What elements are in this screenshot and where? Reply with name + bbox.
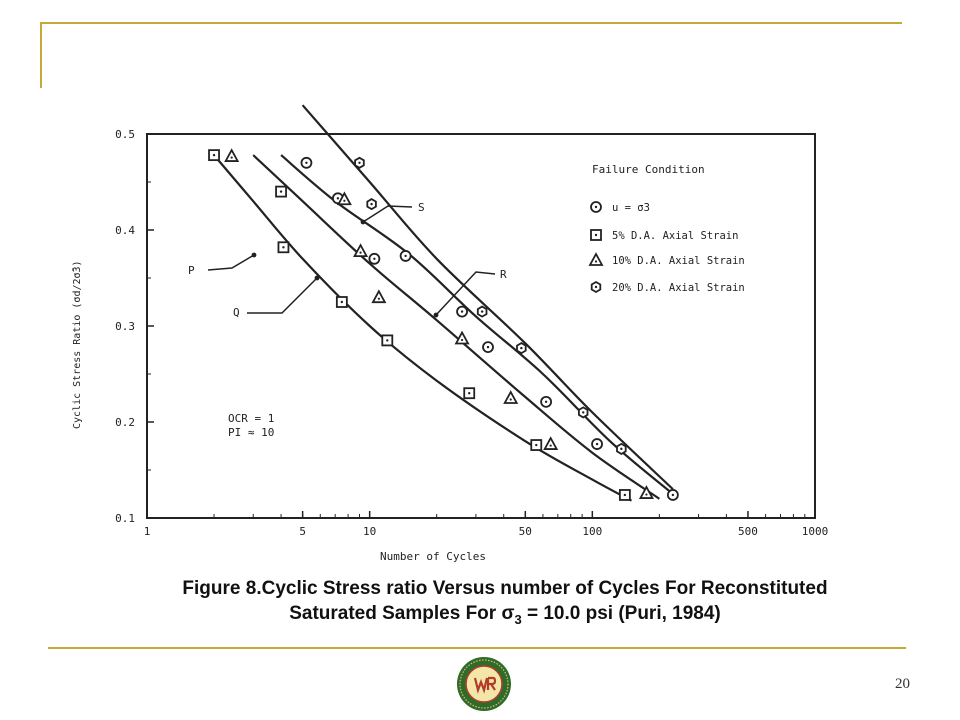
data-point-hexagon-dot [582,411,585,414]
data-point-circle-dot [305,161,308,164]
x-tick-label: 10 [363,525,376,538]
y-tick-label: 0.1 [115,512,135,525]
data-point-circle-dot [486,345,490,349]
markers [208,148,679,501]
data-point-square-dot [535,443,538,447]
legend-label-circle: u = σ̄3 [612,202,650,214]
annotation-ocr: OCR = 1 [228,412,274,425]
data-point-triangle [543,436,559,450]
caption-line-2-rest: = 10.0 psi (Puri, 1984) [521,603,721,624]
data-point-circle-dot [373,257,376,260]
x-tick-label: 1 [144,525,151,538]
y-tick-label: 0.2 [115,416,135,429]
data-point-triangle-dot [645,493,648,496]
data-point-triangle-dot [549,444,552,447]
curve-q [252,154,661,500]
legend-marker-hexagon-dot [594,285,598,289]
data-point-circle-dot [544,400,548,404]
data-point-triangle [454,330,470,345]
data-point-triangle-dot [359,251,362,254]
legend-marker-square-dot [594,233,598,237]
x-tick-label: 500 [738,525,758,538]
x-tick-label: 50 [519,525,532,538]
data-point-triangle-dot [460,338,464,342]
data-point-square-dot [468,392,471,395]
legend-label-square: 5% D.A. Axial Strain [612,230,738,242]
data-point-hexagon-dot [480,310,484,313]
page-number: 20 [895,676,910,692]
figure-caption: Figure 8.Cyclic Stress ratio Versus numb… [60,576,950,632]
curve-label-s: S [418,201,425,214]
x-tick-label: 1000 [802,525,829,538]
curve-label-p: P [188,264,195,277]
caption-sigma-subscript: 3 [514,611,522,627]
caption-line-1: Figure 8.Cyclic Stress ratio Versus numb… [182,578,828,599]
data-point-circle-dot [671,493,675,497]
data-point-circle-dot [336,197,340,200]
y-tick-label: 0.3 [115,320,135,333]
data-point-square-dot [386,339,389,342]
data-point-triangle-dot [377,297,380,300]
curves: P Q R S [188,104,674,502]
curve-arrowhead-s [360,219,366,225]
data-point-triangle [224,148,240,162]
data-point-square-dot [340,300,344,304]
legend-title: Failure Condition [592,163,705,176]
data-point-square-dot [282,246,285,249]
data-point-triangle [371,289,387,304]
data-point-triangle [503,390,519,404]
legend-markers [588,201,604,294]
legend-label-triangle: 10% D.A. Axial Strain [612,255,745,267]
x-axis-label: Number of Cycles [380,550,486,563]
y-tick-label: 0.5 [115,128,135,141]
data-point-triangle-dot [230,156,233,159]
axes: 1 5 10 50 100 500 1000 0.1 0.2 0.3 0.4 0.5 [115,128,828,538]
data-point-square-dot [212,153,216,157]
data-point-hexagon-dot [358,161,361,164]
footer-rule [48,647,906,649]
curve-p [213,154,633,502]
annotation-pi: PI ≈ 10 [228,426,274,439]
legend: Failure Condition u = σ̄3 5% D.A. Axial … [592,163,745,294]
legend-marker-circle-dot [594,205,598,209]
x-tick-label: 100 [582,525,602,538]
curve-label-q: Q [233,306,240,319]
legend-label-hexagon: 20% D.A. Axial Strain [612,282,745,294]
frame-top-rule [40,22,902,24]
curve-leader-r [435,271,496,316]
y-tick-label: 0.4 [115,224,135,237]
curve-leader-q [247,277,318,314]
curve-arrowhead-r [433,312,439,318]
data-point-triangle-dot [343,199,346,202]
caption-line-2: Saturated Samples For σ3 = 10.0 psi (Pur… [60,601,950,632]
data-point-triangle [336,191,352,206]
data-point-triangle-dot [509,398,512,401]
data-point-hexagon-dot [620,447,623,451]
university-seal-logo [457,657,511,711]
legend-marker-triangle [588,252,604,266]
curve-label-r: R [500,268,507,281]
caption-line-2-text: Saturated Samples For σ [289,603,515,624]
frame-left-rule [40,22,42,88]
data-point-triangle [353,243,369,258]
curve-leader-p [207,254,255,271]
cyclic-stress-figure: 1 5 10 50 100 500 1000 0.1 0.2 0.3 0.4 0.5 P Q R S Fai… [40,96,910,576]
data-point-triangle [638,485,654,499]
data-point-square-dot [279,190,283,193]
data-point-circle-dot [404,254,407,258]
data-point-circle-dot [460,310,464,313]
x-tick-label: 5 [299,525,306,538]
data-point-square-dot [623,493,627,497]
curve-arrowhead-q [314,275,320,281]
data-point-hexagon-dot [370,202,373,206]
data-point-circle-dot [595,442,599,446]
legend-marker-triangle-dot [594,260,598,263]
curve-leader-s [362,205,413,223]
curve-arrowhead-p [251,252,257,258]
data-point-hexagon-dot [520,346,523,350]
y-axis-label: Cyclic Stress Ratio (σd/2σ̄3) [72,260,83,429]
curve-s [301,104,674,490]
